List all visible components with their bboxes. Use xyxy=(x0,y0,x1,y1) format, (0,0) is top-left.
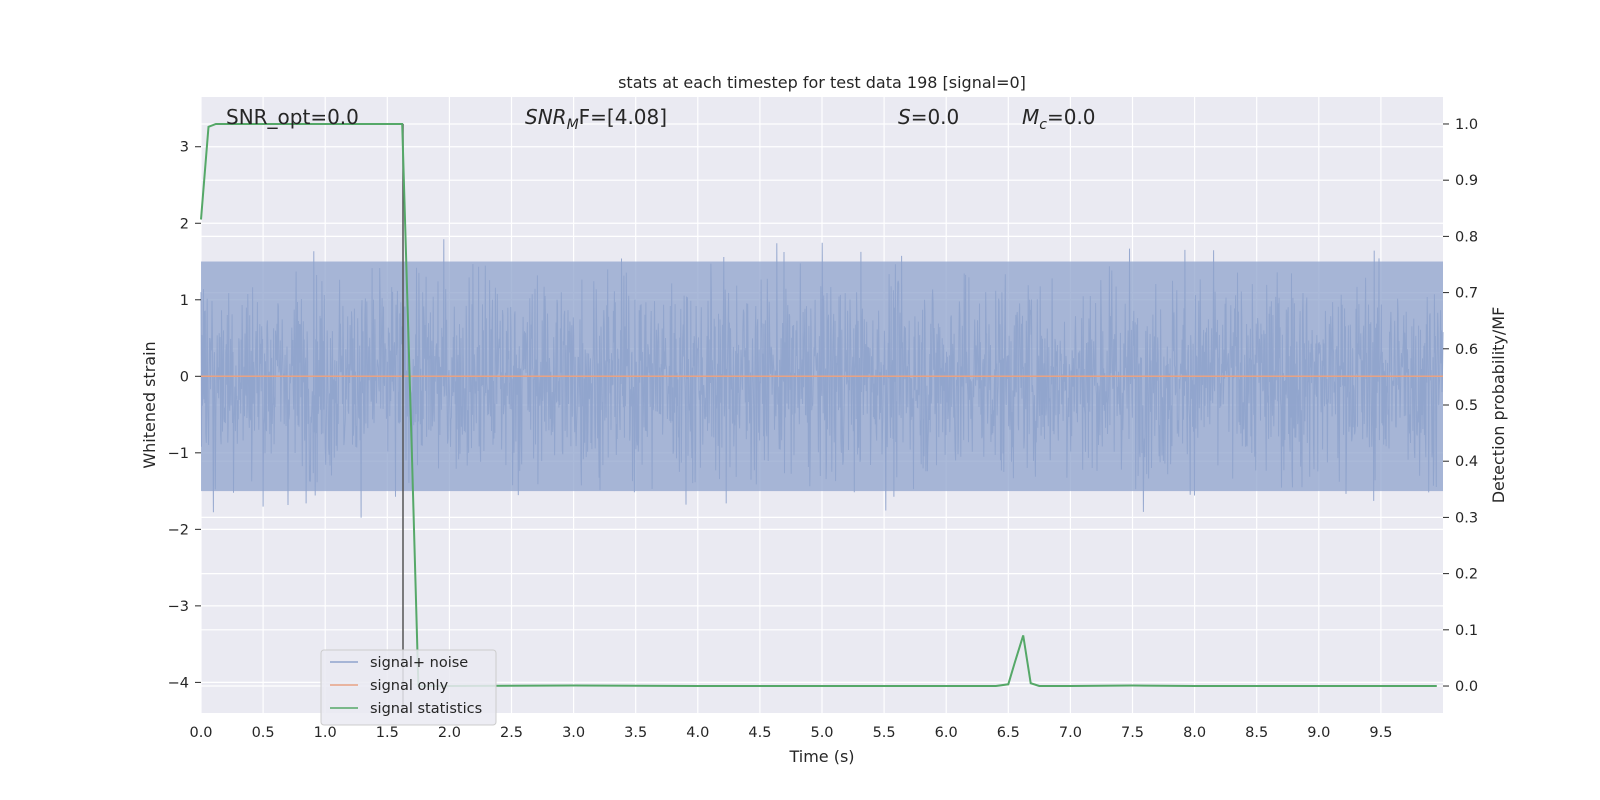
y-tick-label: −2 xyxy=(168,522,189,538)
annotation-snr-mf-rest: F=[4.08] xyxy=(579,105,667,129)
legend: signal+ noise signal only signal statist… xyxy=(320,649,497,726)
y-tick-label: 0 xyxy=(180,369,189,385)
x-tick-label: 4.5 xyxy=(748,725,771,741)
x-tick-label: 5.5 xyxy=(873,725,896,741)
x-tick-label: 1.5 xyxy=(376,725,399,741)
series-signal-noise xyxy=(200,239,1444,518)
x-tick-label: 2.0 xyxy=(438,725,461,741)
annotation-snr-mf: SNRMF=[4.08] xyxy=(525,105,667,133)
legend-label-signal-statistics: signal statistics xyxy=(370,701,482,717)
annotation-snr-opt: SNR_opt=0.0 xyxy=(226,105,359,129)
y-axis-label: Whitened strain xyxy=(140,341,159,468)
legend-label-signal-noise: signal+ noise xyxy=(370,655,468,671)
y2-tick-label: 0.1 xyxy=(1455,623,1478,639)
y2-tick-label: 0.9 xyxy=(1455,173,1478,189)
x-tick-label: 3.5 xyxy=(624,725,647,741)
legend-label-signal-only: signal only xyxy=(370,678,449,694)
series-signal-statistics xyxy=(200,123,1437,687)
annotation-s: S=0.0 xyxy=(898,105,959,129)
annotation-s-rest: =0.0 xyxy=(911,105,960,129)
x-axis-ticks: 0.0 0.5 1.0 1.5 2.0 2.5 3.0 3.5 4.0 4.5 5.0 5.5 6.0 6… xyxy=(189,725,1392,741)
annotation-mc: Mc=0.0 xyxy=(1022,105,1096,133)
y2-axis-ticks: 1.0 0.9 0.8 0.7 0.6 0.5 0.4 0.3 0.2 0.1 0.0 xyxy=(1443,117,1478,695)
annotation-snr-mf-sub: M xyxy=(567,117,579,133)
chart-title: stats at each timestep for test data 198… xyxy=(618,73,1026,92)
y-tick-label: −3 xyxy=(168,599,189,615)
signal-statistics-line xyxy=(200,123,1437,687)
x-tick-label: 6.5 xyxy=(997,725,1020,741)
y-tick-label: −4 xyxy=(168,675,189,691)
x-tick-label: 8.0 xyxy=(1183,725,1206,741)
x-tick-label: 2.5 xyxy=(500,725,523,741)
x-tick-label: 4.0 xyxy=(686,725,709,741)
annotation-snr-mf-main: SNR xyxy=(525,105,567,129)
y2-tick-label: 0.5 xyxy=(1455,398,1478,414)
y-tick-label: −1 xyxy=(168,446,189,462)
y-axis-ticks: 3 2 1 0 −1 −2 −3 −4 xyxy=(168,140,201,691)
y-tick-label: 3 xyxy=(180,140,189,156)
x-tick-label: 5.0 xyxy=(810,725,833,741)
x-tick-label: 3.0 xyxy=(562,725,585,741)
x-tick-label: 0.0 xyxy=(189,725,212,741)
x-tick-label: 7.5 xyxy=(1121,725,1144,741)
x-tick-label: 7.0 xyxy=(1059,725,1082,741)
y-tick-label: 1 xyxy=(180,293,189,309)
x-tick-label: 9.5 xyxy=(1369,725,1392,741)
y2-tick-label: 0.4 xyxy=(1455,454,1478,470)
x-tick-label: 6.0 xyxy=(935,725,958,741)
annotation-s-main: S xyxy=(898,105,911,129)
x-tick-label: 1.0 xyxy=(314,725,337,741)
y2-tick-label: 0.6 xyxy=(1455,342,1478,358)
y-tick-label: 2 xyxy=(180,216,189,232)
y2-tick-label: 0.7 xyxy=(1455,286,1478,302)
y2-tick-label: 0.2 xyxy=(1455,567,1478,583)
annotation-mc-main: M xyxy=(1022,105,1039,129)
y2-tick-label: 0.3 xyxy=(1455,510,1478,526)
x-tick-label: 0.5 xyxy=(252,725,275,741)
y2-tick-label: 0.8 xyxy=(1455,229,1478,245)
y2-axis-label: Detection probability/MF xyxy=(1489,307,1508,504)
annotation-mc-sub: c xyxy=(1039,117,1047,133)
legend-box xyxy=(320,649,497,726)
x-axis-label: Time (s) xyxy=(788,747,854,766)
y2-tick-label: 1.0 xyxy=(1455,117,1478,133)
annotation-mc-rest: =0.0 xyxy=(1047,105,1096,129)
x-tick-label: 9.0 xyxy=(1307,725,1330,741)
y2-tick-label: 0.0 xyxy=(1455,679,1478,695)
x-tick-label: 8.5 xyxy=(1245,725,1268,741)
